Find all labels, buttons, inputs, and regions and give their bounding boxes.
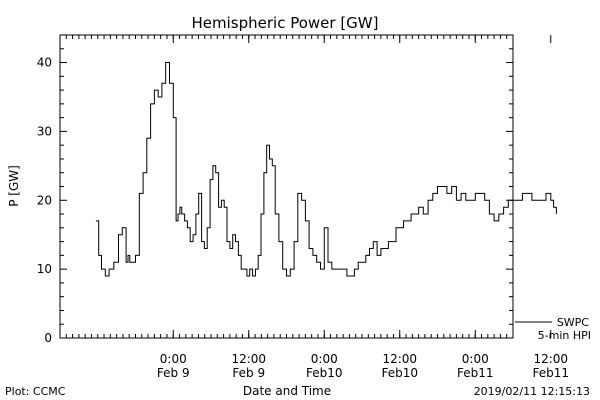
hpi-series-line bbox=[95, 62, 557, 277]
x-tick-label-date: Feb10 bbox=[306, 366, 343, 380]
y-tick-label: 10 bbox=[37, 262, 52, 276]
y-tick-label: 40 bbox=[37, 56, 52, 70]
legend-label-swpc: SWPC bbox=[557, 316, 589, 329]
y-axis-label: P [GW] bbox=[7, 165, 21, 207]
footer-credit: Plot: CCMC bbox=[5, 385, 66, 398]
x-tick-label-date: Feb 9 bbox=[157, 366, 190, 380]
x-tick-label-time: 0:00 bbox=[311, 352, 338, 366]
y-tick-labels: 0 10 20 30 40 bbox=[37, 56, 52, 345]
x-tick-label-time: 0:00 bbox=[160, 352, 187, 366]
x-tick-label-date: Feb10 bbox=[381, 366, 418, 380]
x-tick-label-date: Feb11 bbox=[457, 366, 494, 380]
legend-label-hpi: 5-min HPI bbox=[538, 329, 591, 342]
x-tick-label-date: Feb 9 bbox=[232, 366, 265, 380]
axis-ticks bbox=[59, 34, 552, 339]
y-tick-label: 0 bbox=[44, 331, 52, 345]
x-tick-label-time: 0:00 bbox=[462, 352, 489, 366]
x-tick-label-time: 12:00 bbox=[382, 352, 417, 366]
x-tick-label-date: Feb11 bbox=[532, 366, 569, 380]
x-axis-label: Date and Time bbox=[243, 384, 331, 398]
y-tick-label: 20 bbox=[37, 193, 52, 207]
x-tick-label-time: 12:00 bbox=[231, 352, 266, 366]
footer-timestamp: 2019/02/11 12:15:13 bbox=[474, 385, 590, 398]
y-tick-label: 30 bbox=[37, 124, 52, 138]
chart-title: Hemispheric Power [GW] bbox=[192, 14, 379, 32]
x-tick-label-time: 12:00 bbox=[533, 352, 568, 366]
